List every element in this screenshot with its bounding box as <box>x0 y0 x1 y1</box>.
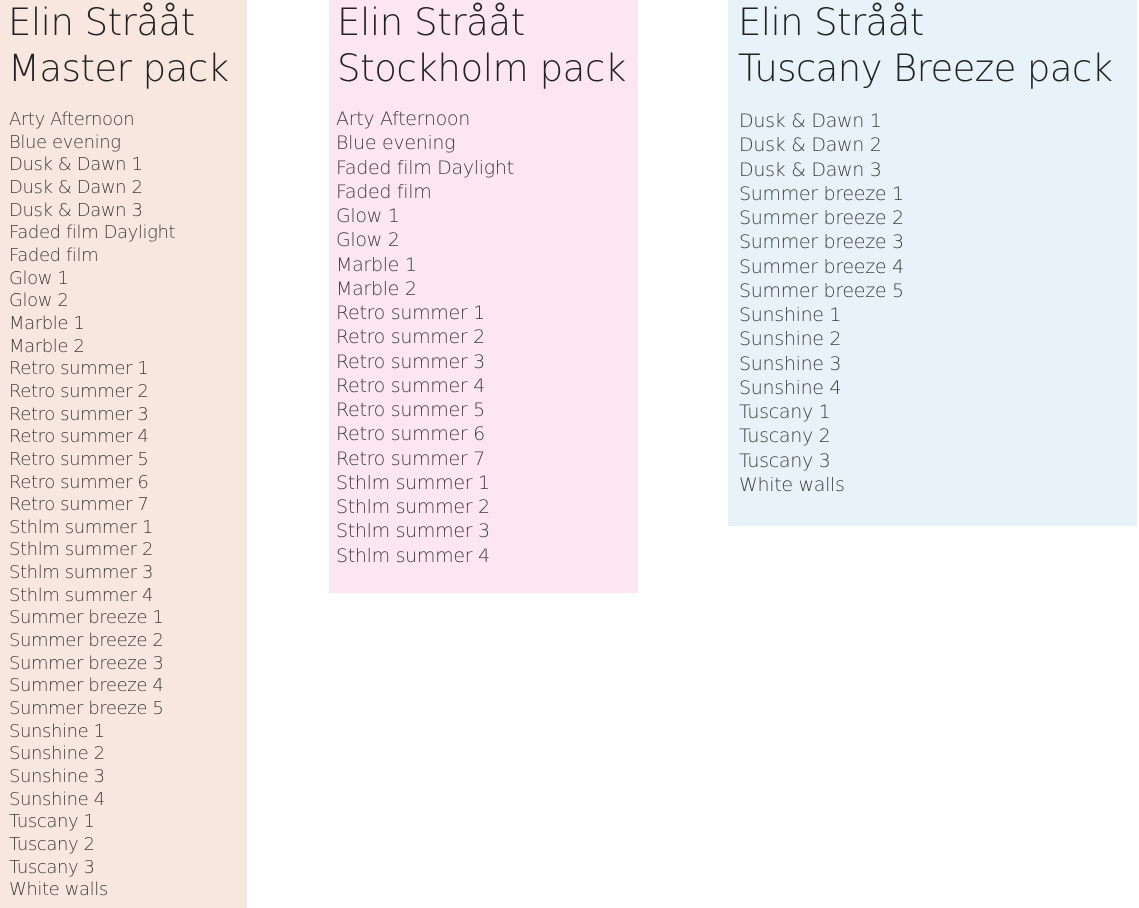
master-pack-preset-item: Glow 2 <box>9 290 69 312</box>
stockholm-pack-preset-item: Retro summer 6 <box>336 423 485 446</box>
stockholm-pack-panel: Elin Strååt Stockholm pack Arty Afternoo… <box>329 0 638 593</box>
tuscany-breeze-pack-title-line1: Elin Strååt <box>738 1 924 44</box>
stockholm-pack-preset-item: Retro summer 4 <box>336 374 485 397</box>
tuscany-breeze-pack-title-line2: Tuscany Breeze pack <box>738 47 1113 90</box>
tuscany-breeze-pack-preset-item: Sunshine 1 <box>739 304 842 326</box>
stockholm-pack-preset-item: Sthlm summer 1 <box>336 471 490 494</box>
master-pack-preset-item: Retro summer 4 <box>9 426 149 448</box>
master-pack-preset-item: Tuscany 3 <box>9 856 95 878</box>
master-pack-preset-item: Sunshine 4 <box>9 788 105 810</box>
tuscany-breeze-pack-preset-item: Summer breeze 3 <box>739 231 904 254</box>
master-pack-preset-item: White walls <box>9 879 108 901</box>
tuscany-breeze-pack-preset-item: Sunshine 3 <box>739 352 842 375</box>
master-pack-preset-item: Retro summer 1 <box>9 358 149 380</box>
stockholm-pack-preset-item: Marble 1 <box>336 253 417 276</box>
stockholm-pack-preset-item: Faded film Daylight <box>336 156 514 179</box>
tuscany-breeze-pack-preset-item: Dusk & Dawn 1 <box>739 110 882 132</box>
master-pack-preset-item: Blue evening <box>9 131 121 153</box>
master-pack-preset-item: Summer breeze 4 <box>9 675 164 697</box>
master-pack-preset-item: Retro summer 6 <box>9 471 149 493</box>
master-pack-preset-item: Summer breeze 2 <box>9 630 164 652</box>
master-pack-title: Elin Strååt Master pack <box>8 0 229 92</box>
master-pack-preset-item: Summer breeze 1 <box>9 607 164 629</box>
master-pack-preset-item: Sunshine 3 <box>9 766 105 788</box>
stockholm-pack-preset-list: Arty Afternoon Blue evening Faded film Day… <box>336 107 514 568</box>
stockholm-pack-preset-item: Faded film <box>336 180 432 203</box>
master-pack-preset-item: Retro summer 2 <box>9 380 149 402</box>
stockholm-pack-preset-item: Marble 2 <box>336 277 417 300</box>
stockholm-pack-preset-item: Glow 2 <box>336 229 400 252</box>
master-pack-panel: Elin Strååt Master pack Arty Afternoon Bl… <box>0 0 247 908</box>
master-pack-title-line2: Master pack <box>8 47 229 90</box>
master-pack-preset-item: Tuscany 2 <box>9 834 95 855</box>
tuscany-breeze-pack-preset-item: Sunshine 2 <box>739 328 842 351</box>
master-pack-preset-item: Marble 1 <box>9 312 85 334</box>
tuscany-breeze-pack-preset-item: Dusk & Dawn 3 <box>739 158 882 181</box>
master-pack-preset-item: Summer breeze 3 <box>9 652 164 674</box>
master-pack-preset-item: Glow 1 <box>9 267 69 289</box>
tuscany-breeze-pack-preset-item: Tuscany 2 <box>739 425 831 448</box>
tuscany-breeze-pack-title: Elin Strååt Tuscany Breeze pack <box>738 0 1113 92</box>
master-pack-preset-item: Faded film Daylight <box>9 222 176 244</box>
master-pack-preset-item: Dusk & Dawn 1 <box>9 154 143 176</box>
tuscany-breeze-pack-preset-item: White walls <box>739 473 845 496</box>
tuscany-breeze-pack-preset-item: Tuscany 1 <box>739 401 831 423</box>
stockholm-pack-preset-item: Retro summer 5 <box>336 399 485 421</box>
stockholm-pack-preset-item: Sthlm summer 4 <box>336 544 490 567</box>
master-pack-preset-item: Sunshine 1 <box>9 720 105 742</box>
master-pack-preset-item: Faded film <box>9 244 99 266</box>
stockholm-pack-preset-item: Blue evening <box>336 132 456 155</box>
tuscany-breeze-pack-panel: Elin Strååt Tuscany Breeze pack Dusk & D… <box>728 0 1137 526</box>
master-pack-preset-item: Tuscany 1 <box>9 811 95 833</box>
master-pack-preset-item: Sunshine 2 <box>9 743 105 765</box>
stockholm-pack-preset-item: Sthlm summer 2 <box>336 496 490 518</box>
master-pack-preset-item: Sthlm summer 4 <box>9 584 154 606</box>
stockholm-pack-preset-item: Sthlm summer 3 <box>336 520 490 543</box>
master-pack-preset-item: Sthlm summer 2 <box>9 539 154 561</box>
stockholm-pack-preset-item: Retro summer 7 <box>336 447 485 470</box>
master-pack-preset-item: Retro summer 3 <box>9 403 149 425</box>
master-pack-preset-item: Sthlm summer 1 <box>9 516 154 538</box>
master-pack-preset-item: Marble 2 <box>9 335 85 357</box>
stockholm-pack-title: Elin Strååt Stockholm pack <box>337 0 626 92</box>
master-pack-preset-item: Summer breeze 5 <box>9 698 164 720</box>
stockholm-pack-preset-item: Retro summer 1 <box>336 302 485 324</box>
stockholm-pack-title-line2: Stockholm pack <box>337 47 626 90</box>
master-pack-preset-item: Arty Afternoon <box>9 109 135 130</box>
stockholm-pack-preset-item: Retro summer 2 <box>336 326 485 349</box>
master-pack-preset-item: Dusk & Dawn 3 <box>9 199 143 221</box>
master-pack-preset-item: Dusk & Dawn 2 <box>9 176 143 198</box>
tuscany-breeze-pack-preset-item: Summer breeze 2 <box>739 207 904 229</box>
tuscany-breeze-pack-preset-item: Summer breeze 1 <box>739 182 904 205</box>
stockholm-pack-preset-item: Arty Afternoon <box>336 108 470 130</box>
master-pack-title-line1: Elin Strååt <box>8 1 195 44</box>
stockholm-pack-preset-item: Retro summer 3 <box>336 350 485 373</box>
tuscany-breeze-pack-preset-item: Summer breeze 5 <box>739 279 904 302</box>
master-pack-preset-item: Retro summer 5 <box>9 448 149 470</box>
master-pack-preset-item: Retro summer 7 <box>9 494 149 516</box>
tuscany-breeze-pack-preset-item: Summer breeze 4 <box>739 255 904 278</box>
stockholm-pack-title-line1: Elin Strååt <box>337 1 525 44</box>
stockholm-pack-preset-item: Glow 1 <box>336 205 400 227</box>
tuscany-breeze-pack-preset-item: Sunshine 4 <box>739 376 842 399</box>
tuscany-breeze-pack-preset-item: Tuscany 3 <box>739 449 831 472</box>
tuscany-breeze-pack-preset-item: Dusk & Dawn 2 <box>739 134 882 157</box>
master-pack-preset-item: Sthlm summer 3 <box>9 562 154 584</box>
